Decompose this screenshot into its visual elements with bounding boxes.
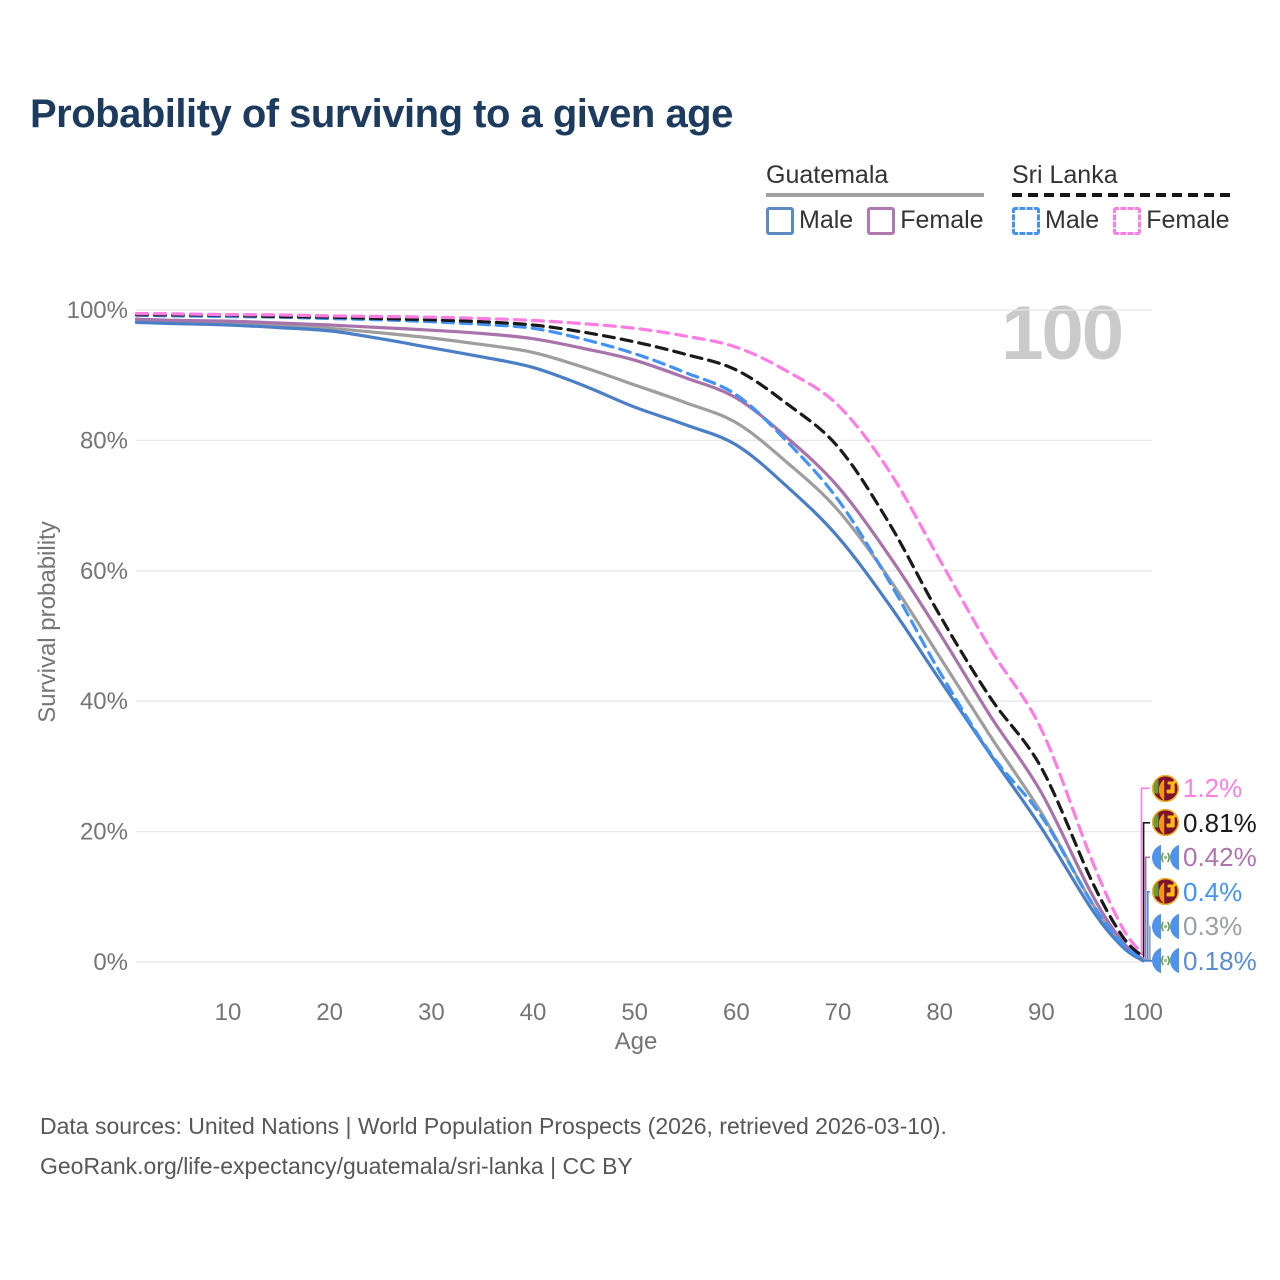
label-connector: [1142, 822, 1150, 958]
end-label-value: 0.18%: [1183, 945, 1257, 976]
sri-lanka-male-swatch-icon: [1012, 206, 1040, 235]
sri-lanka-flag-icon: [1152, 878, 1179, 906]
legend-guatemala-male[interactable]: Male: [766, 206, 853, 235]
footer-sources: Data sources: United Nations | World Pop…: [40, 1113, 947, 1139]
sri-lanka-line-swatch: [1012, 193, 1230, 197]
x-tick-label: 90: [1028, 999, 1055, 1026]
legend-sri-lanka: Sri Lanka Male Female: [1012, 160, 1230, 235]
x-tick-label: 60: [723, 999, 750, 1026]
x-tick-label: 70: [825, 999, 852, 1026]
guatemala-female-swatch-icon: [867, 206, 896, 235]
end-label-guatemala-female: 0.42%: [1152, 842, 1257, 872]
end-label-value: 1.2%: [1183, 773, 1243, 804]
page-title: Probability of surviving to a given age: [30, 92, 733, 136]
x-tick-label: 100: [1123, 999, 1163, 1026]
x-tick-label: 40: [520, 999, 547, 1026]
sri-lanka-female-swatch-icon: [1113, 206, 1142, 235]
guatemala-flag-icon: [1152, 947, 1179, 975]
y-tick-label: 40%: [80, 688, 128, 715]
legend-sri-lanka-male[interactable]: Male: [1012, 206, 1099, 235]
guatemala-flag-icon: [1152, 843, 1179, 871]
end-label-guatemala-all: 0.3%: [1152, 911, 1242, 941]
curve-sri-lanka-female[interactable]: [134, 312, 1145, 956]
age-watermark: 100: [1001, 291, 1124, 376]
curve-guatemala-male[interactable]: [134, 320, 1145, 963]
y-tick-label: 20%: [80, 819, 128, 846]
curve-sri-lanka-male[interactable]: [134, 313, 1145, 961]
curve-guatemala-female[interactable]: [134, 317, 1145, 961]
y-axis-title: Survival probability: [34, 521, 61, 723]
x-tick-label: 50: [621, 999, 648, 1026]
guatemala-male-swatch-icon: [766, 206, 794, 235]
y-tick-label: 60%: [80, 558, 128, 585]
legend-guatemala-title[interactable]: Guatemala: [766, 161, 889, 189]
legend-guatemala-female-label: Female: [900, 206, 984, 234]
footer-attribution: GeoRank.org/life-expectancy/guatemala/sr…: [40, 1153, 633, 1179]
footer: Data sources: United Nations | World Pop…: [40, 1106, 947, 1186]
end-label-value: 0.4%: [1183, 876, 1243, 907]
curve-sri-lanka-all[interactable]: [134, 313, 1145, 959]
legend-sri-lanka-title[interactable]: Sri Lanka: [1012, 161, 1118, 189]
sri-lanka-flag-icon: [1152, 774, 1179, 802]
end-label-value: 0.3%: [1183, 911, 1243, 942]
legend-sri-lanka-male-label: Male: [1045, 206, 1100, 234]
x-axis-title: Age: [614, 1028, 658, 1055]
sri-lanka-flag-icon: [1152, 809, 1179, 837]
end-label-value: 0.42%: [1183, 842, 1257, 873]
y-tick-label: 0%: [93, 949, 128, 976]
end-label-sri-lanka-male: 0.4%: [1152, 877, 1242, 907]
label-connector: [1140, 787, 1150, 955]
x-tick-label: 10: [215, 999, 242, 1026]
x-tick-label: 30: [418, 999, 445, 1026]
legend-guatemala: Guatemala Male Female: [766, 160, 984, 235]
guatemala-flag-icon: [1152, 912, 1179, 940]
guatemala-line-swatch: [766, 193, 984, 197]
legend-guatemala-male-label: Male: [799, 206, 854, 234]
end-label-guatemala-male: 0.18%: [1152, 946, 1257, 976]
end-label-sri-lanka-all: 0.81%: [1152, 808, 1257, 838]
end-label-sri-lanka-female: 1.2%: [1152, 773, 1242, 803]
y-tick-label: 80%: [80, 427, 128, 454]
legend-sri-lanka-female[interactable]: Female: [1113, 206, 1230, 235]
curve-guatemala-all[interactable]: [134, 319, 1145, 962]
legend-guatemala-female[interactable]: Female: [867, 206, 984, 235]
x-tick-label: 80: [926, 999, 953, 1026]
x-tick-label: 20: [316, 999, 343, 1026]
y-tick-label: 100%: [67, 297, 128, 324]
legend-sri-lanka-female-label: Female: [1146, 206, 1230, 234]
end-label-value: 0.81%: [1183, 807, 1257, 838]
